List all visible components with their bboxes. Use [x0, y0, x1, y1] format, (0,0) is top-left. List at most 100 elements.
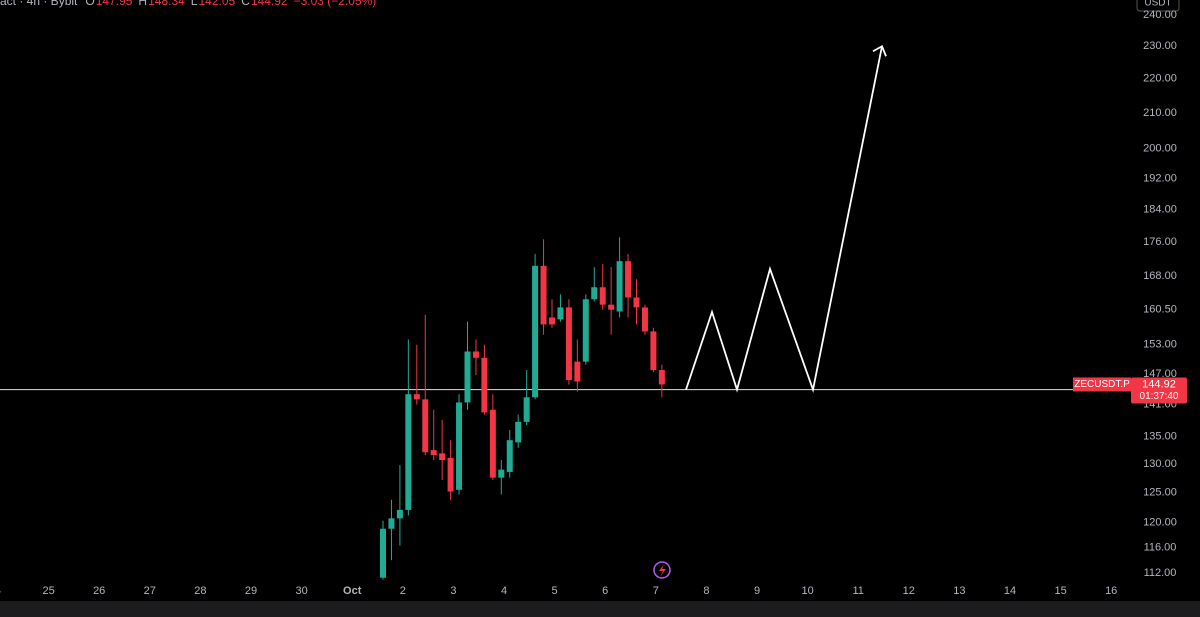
x-tick-label: 4 — [501, 585, 507, 597]
legend-item: act · 4h · Bybit — [0, 0, 78, 8]
legend: act · 4h · Bybit O147.95 H148.34 L142.05 C14… — [0, 0, 382, 8]
y-tick-label: 120.00 — [1143, 517, 1177, 529]
y-tick-label: 168.00 — [1143, 270, 1177, 282]
x-tick-label: 16 — [1105, 585, 1117, 597]
projection-path — [685, 46, 883, 393]
candle-body — [498, 469, 505, 478]
candle-body — [472, 351, 479, 358]
legend-item: 144.92 — [250, 0, 288, 8]
x-tick-label: 26 — [93, 585, 105, 597]
x-tick-label: 28 — [194, 585, 206, 597]
candle-body — [506, 440, 513, 472]
legend-item: −3.03 (−2.05%) — [293, 0, 377, 8]
x-tick-label: 4 — [0, 585, 1, 597]
x-tick-label: 12 — [903, 585, 915, 597]
candle-body — [540, 265, 547, 325]
candle-body — [599, 287, 606, 305]
x-tick-label: 11 — [852, 585, 863, 597]
countdown: 01:37:40 — [1140, 391, 1179, 402]
legend-item: 147.95 — [95, 0, 133, 8]
candle-body — [515, 421, 522, 443]
y-tick-label: 153.00 — [1143, 339, 1177, 351]
x-tick-label: 10 — [801, 585, 813, 597]
symbol-label: ZECUSDT.P — [1074, 379, 1130, 390]
candle-body — [557, 307, 564, 320]
candle-body — [523, 397, 530, 422]
candle-body — [565, 307, 572, 381]
x-tick-label: 15 — [1054, 585, 1066, 597]
legend-item: O — [85, 0, 95, 8]
y-tick-label: 147.00 — [1143, 368, 1177, 380]
y-tick-label: 220.00 — [1143, 73, 1177, 85]
x-tick-label: 14 — [1004, 585, 1016, 597]
candle-body — [481, 357, 488, 413]
bottom-bar — [0, 601, 1200, 617]
candle-body — [650, 331, 657, 371]
candle-body — [608, 304, 615, 310]
candle-body — [574, 361, 581, 382]
candle-body — [380, 528, 386, 578]
y-tick-label: 240.00 — [1143, 9, 1177, 21]
x-tick-label: 5 — [552, 585, 558, 597]
candle-body — [405, 394, 412, 510]
x-tick-label: 13 — [953, 585, 965, 597]
symbol-box — [1073, 377, 1131, 392]
y-tick-label: 116.00 — [1144, 541, 1177, 553]
candle-body — [532, 265, 539, 398]
x-tick-label: 27 — [144, 585, 156, 597]
y-tick-label: 210.00 — [1143, 107, 1177, 119]
arrow-head — [872, 44, 887, 57]
candle-body — [616, 261, 623, 312]
x-tick-label: 3 — [450, 585, 456, 597]
currency-box — [1136, 0, 1180, 12]
candle-body — [430, 450, 437, 456]
candle-body — [413, 394, 420, 400]
candle-body — [447, 457, 454, 492]
price-label: 144.92 — [1142, 378, 1176, 390]
x-tick-label: 29 — [245, 585, 257, 597]
x-tick-label: 2 — [400, 585, 406, 597]
y-tick-label: 184.00 — [1143, 204, 1177, 216]
candle-body — [422, 399, 429, 453]
candle-body — [549, 317, 555, 325]
x-tick-label: 7 — [653, 585, 659, 597]
legend-item: C — [241, 0, 250, 8]
candle-body — [641, 307, 648, 332]
y-tick-label: 176.00 — [1143, 236, 1177, 248]
candle-body — [658, 370, 665, 385]
candle-body — [489, 409, 496, 478]
legend-item: H — [138, 0, 148, 8]
candle-body — [582, 299, 589, 362]
candle-body — [625, 261, 632, 298]
x-tick-label: Oct — [343, 585, 362, 597]
legend-item: 148.34 — [148, 0, 185, 8]
y-tick-label: 160.50 — [1143, 304, 1177, 316]
candle-body — [464, 351, 471, 403]
x-tick-label: 30 — [295, 585, 307, 597]
candle-body — [633, 297, 640, 308]
candle-body — [396, 509, 403, 519]
y-tick-label: 125.00 — [1143, 487, 1177, 499]
legend-item: L — [190, 0, 198, 8]
y-tick-label: 112.00 — [1144, 567, 1177, 579]
y-tick-label: 130.00 — [1143, 458, 1177, 470]
candle-body — [439, 453, 446, 461]
x-tick-label: 8 — [703, 585, 709, 597]
x-tick-label: 6 — [602, 585, 608, 597]
legend-item: 142.05 — [198, 0, 236, 8]
lightning-icon — [653, 561, 671, 579]
x-tick-label: 25 — [42, 585, 54, 597]
y-tick-label: 135.00 — [1143, 430, 1177, 442]
candle-body — [591, 287, 598, 300]
currency: USDT — [1144, 0, 1171, 9]
y-tick-label: 230.00 — [1143, 40, 1177, 52]
x-tick-label: 9 — [754, 585, 760, 597]
candle-body — [456, 402, 463, 490]
price-box — [1131, 377, 1187, 404]
y-tick-label: 192.00 — [1143, 172, 1177, 184]
candle-body — [388, 518, 395, 529]
y-tick-label: 200.00 — [1143, 142, 1177, 154]
